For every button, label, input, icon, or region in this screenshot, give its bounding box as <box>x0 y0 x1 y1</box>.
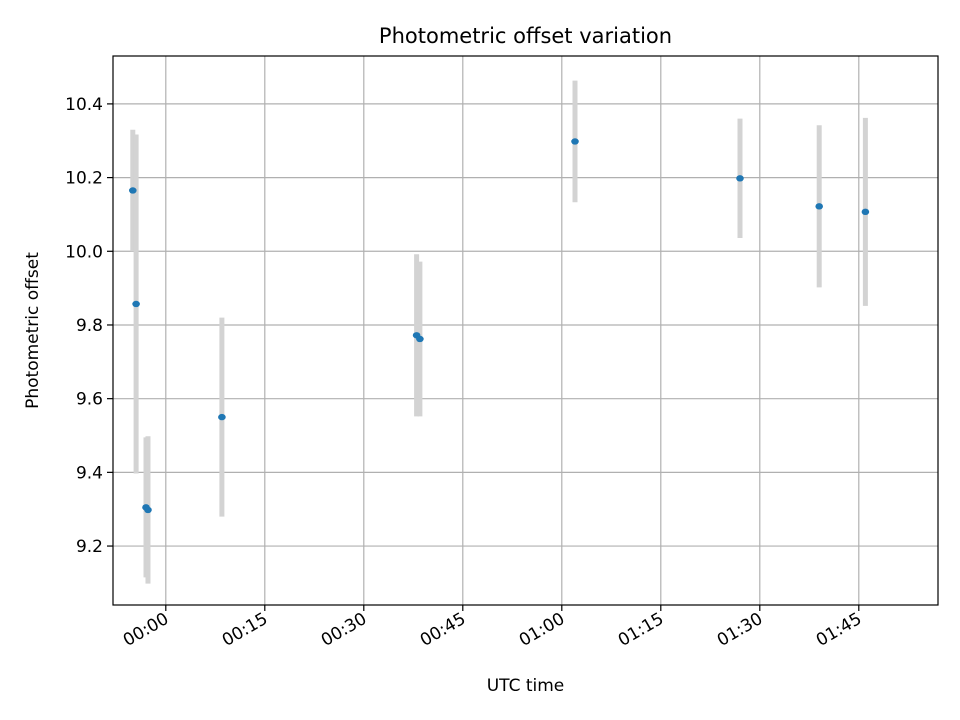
data-point <box>129 187 137 194</box>
y-tick-label: 10.2 <box>65 169 103 189</box>
data-point <box>132 300 140 308</box>
grid <box>113 56 938 605</box>
data-points <box>129 138 870 514</box>
data-point <box>571 138 579 145</box>
plot-frame <box>112 55 939 606</box>
y-axis-ticks: 9.2 9.4 9.6 9.8 10.0 10.2 10.4 <box>65 95 113 557</box>
data-point <box>861 208 870 216</box>
x-axis-label: UTC time <box>487 676 565 696</box>
data-point <box>736 175 744 182</box>
y-tick-label: 9.6 <box>76 390 103 410</box>
y-tick-label: 9.4 <box>76 463 103 483</box>
chart-title: Photometric offset variation <box>379 24 672 48</box>
data-point <box>815 203 823 210</box>
data-point <box>144 506 152 514</box>
y-tick-label: 9.8 <box>76 316 103 336</box>
data-point <box>218 413 226 421</box>
y-tick-label: 10.4 <box>65 95 103 115</box>
y-axis-label: Photometric offset <box>23 252 43 409</box>
data-point <box>416 335 424 343</box>
y-tick-label: 10.0 <box>65 242 103 262</box>
y-tick-label: 9.2 <box>76 537 103 557</box>
